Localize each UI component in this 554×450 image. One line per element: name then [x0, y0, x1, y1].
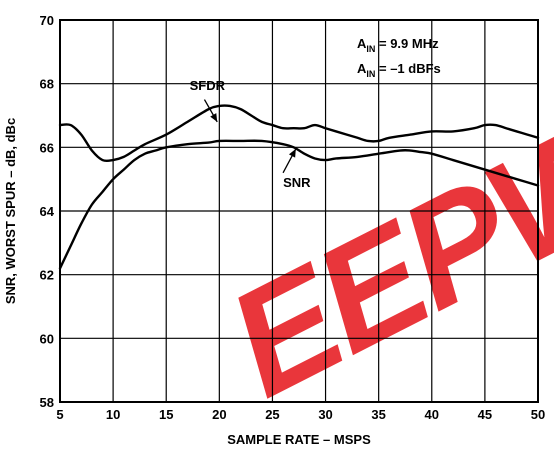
x-tick-label-45: 45 — [478, 407, 492, 422]
x-tick-label-10: 10 — [106, 407, 120, 422]
y-axis-label: SNR, WORST SPUR – dB, dBc — [3, 118, 18, 304]
y-tick-label-66: 66 — [40, 140, 54, 155]
grid — [60, 20, 538, 402]
x-tick-label-15: 15 — [159, 407, 173, 422]
plot-frame — [59, 19, 539, 403]
x-axis-label: SAMPLE RATE – MSPS — [227, 432, 371, 447]
y-tick-label-68: 68 — [40, 77, 54, 92]
annotation-sfdr: SFDR — [190, 78, 226, 93]
conditions-box: AIN = 9.9 MHz AIN = –1 dBFs — [357, 36, 441, 79]
y-tick-label-70: 70 — [40, 13, 54, 28]
series-line-sfdr — [58, 104, 540, 163]
annotations: SFDR SNR — [190, 78, 312, 190]
x-tick-label-25: 25 — [265, 407, 279, 422]
annotation-snr: SNR — [283, 175, 311, 190]
y-tick-label-62: 62 — [40, 268, 54, 283]
condition-1: AIN = 9.9 MHz — [357, 36, 439, 54]
annotation-arrowhead-snr — [288, 148, 296, 158]
annotation-arrowhead-sfdr — [210, 113, 218, 122]
x-tick-label-5: 5 — [56, 407, 63, 422]
y-tick-label-60: 60 — [40, 331, 54, 346]
x-tick-label-20: 20 — [212, 407, 226, 422]
y-tick-label-58: 58 — [40, 395, 54, 410]
tick-labels: 5 10 15 20 25 30 35 40 45 50 58 60 62 64 66 68 70 — [40, 13, 546, 422]
x-tick-label-40: 40 — [425, 407, 439, 422]
series-line-snr — [58, 139, 540, 270]
x-tick-label-30: 30 — [318, 407, 332, 422]
x-tick-label-35: 35 — [371, 407, 385, 422]
y-tick-label-64: 64 — [40, 204, 55, 219]
condition-2: AIN = –1 dBFs — [357, 61, 441, 79]
x-tick-label-50: 50 — [531, 407, 545, 422]
series-lines — [58, 104, 540, 270]
